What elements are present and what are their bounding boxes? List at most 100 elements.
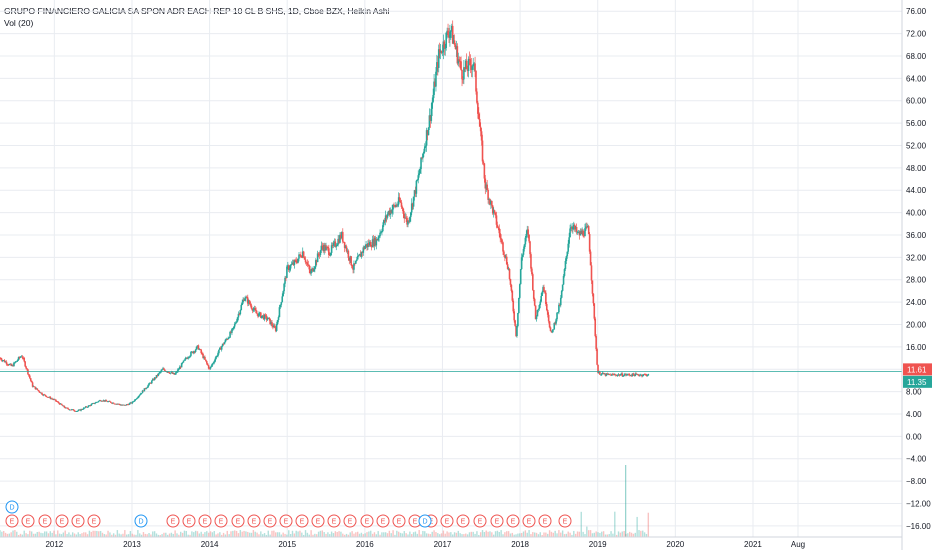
volume-bar [153, 531, 156, 537]
candle-body [138, 394, 141, 396]
candle-body [477, 113, 480, 119]
candle-body [407, 220, 409, 225]
candle-body [378, 236, 380, 238]
volume-bar [3, 531, 5, 537]
candle-body [393, 204, 395, 206]
candle-body [45, 396, 48, 397]
candle-body [565, 256, 568, 261]
candle-body [364, 246, 366, 249]
candle-body [536, 310, 539, 317]
volume-bar [105, 534, 107, 537]
candle-body [387, 211, 390, 215]
candle-body [96, 401, 98, 403]
candle-body [558, 304, 560, 313]
candle-body [35, 388, 38, 390]
candle-body [613, 374, 616, 376]
candle-body [237, 313, 240, 318]
volume-bar [166, 534, 169, 537]
candle-body [238, 313, 241, 315]
candle-body [643, 374, 646, 376]
volume-bar [133, 534, 135, 537]
volume-bar [560, 532, 562, 537]
volume-bar [142, 532, 145, 537]
volume-bar [83, 532, 85, 537]
candle-body [622, 376, 624, 377]
candle-body [81, 409, 83, 410]
candle-body [384, 215, 387, 222]
candle-body [278, 307, 281, 318]
candle-body [492, 210, 495, 214]
candle-body [610, 374, 612, 376]
candle-body [404, 217, 407, 219]
volume-bar [329, 534, 331, 537]
candle-body [178, 366, 181, 370]
volume-bar [124, 530, 126, 537]
earnings-marker: E [343, 514, 357, 528]
volume-bar [127, 534, 130, 537]
candle-body [85, 406, 88, 408]
earnings-marker: E [38, 514, 52, 528]
candle-body [115, 403, 118, 405]
volume-bar [278, 532, 281, 537]
y-axis[interactable]: 76.00 72.00 68.00 64.00 60.00 56.00 52.00 48.00… [906, 7, 931, 531]
earnings-marker: E [392, 514, 406, 528]
earnings-marker: E [55, 514, 69, 528]
volume-bar [187, 534, 189, 537]
candle-body [545, 292, 547, 305]
volume-bars [0, 465, 650, 537]
price-tag-label: 11.35 [907, 378, 927, 387]
candle-body [367, 243, 369, 248]
volume-bar [366, 532, 368, 537]
candle-body [298, 254, 300, 259]
volume-bar [14, 530, 16, 537]
candle-body [145, 388, 148, 389]
candle-body [60, 403, 63, 405]
candle-body [353, 263, 355, 270]
marker-circle [418, 514, 432, 528]
candle-body [373, 237, 376, 247]
candle-body [137, 395, 140, 398]
candle-body [603, 373, 606, 375]
candle-body [124, 404, 126, 406]
volume-bar [297, 531, 299, 537]
candle-body [328, 248, 330, 255]
marker-letter: E [10, 519, 15, 526]
volume-bar [47, 533, 50, 537]
earnings-marker: E [182, 514, 196, 528]
volume-bar [535, 532, 538, 537]
candle-body [505, 256, 508, 265]
volume-bar [593, 532, 595, 537]
candle-body [214, 358, 216, 362]
candle-body [355, 260, 357, 264]
volume-bar [161, 534, 163, 537]
marker-circle [71, 514, 85, 528]
volume-bar [228, 534, 230, 537]
candle-body [476, 91, 478, 103]
candle-body [137, 397, 139, 399]
candle-body [395, 204, 397, 207]
candle-body [87, 405, 90, 407]
candle-body [369, 242, 371, 246]
volume-bar [547, 533, 549, 537]
marker-letter: E [563, 519, 568, 526]
candle-body [504, 255, 506, 258]
volume-bar [541, 534, 543, 537]
candle-body [639, 375, 641, 376]
volume-bar [1, 531, 3, 537]
volume-bar [79, 534, 81, 537]
candle-body [341, 232, 343, 239]
volume-bar [362, 534, 364, 537]
volume-bar [258, 534, 260, 537]
marker-letter: E [219, 519, 224, 526]
candle-body [377, 237, 379, 241]
candle-body [439, 50, 442, 53]
volume-bar [394, 534, 396, 537]
marker-letter: E [268, 519, 273, 526]
candle-body [349, 256, 352, 261]
candle-body [261, 315, 264, 317]
candle-body [27, 369, 29, 375]
x-axis[interactable]: 2012 2013 2014 2015 2016 2017 2018 2019 2020 2021… [45, 540, 805, 549]
candle-body [338, 238, 340, 243]
candle-body [572, 226, 574, 230]
